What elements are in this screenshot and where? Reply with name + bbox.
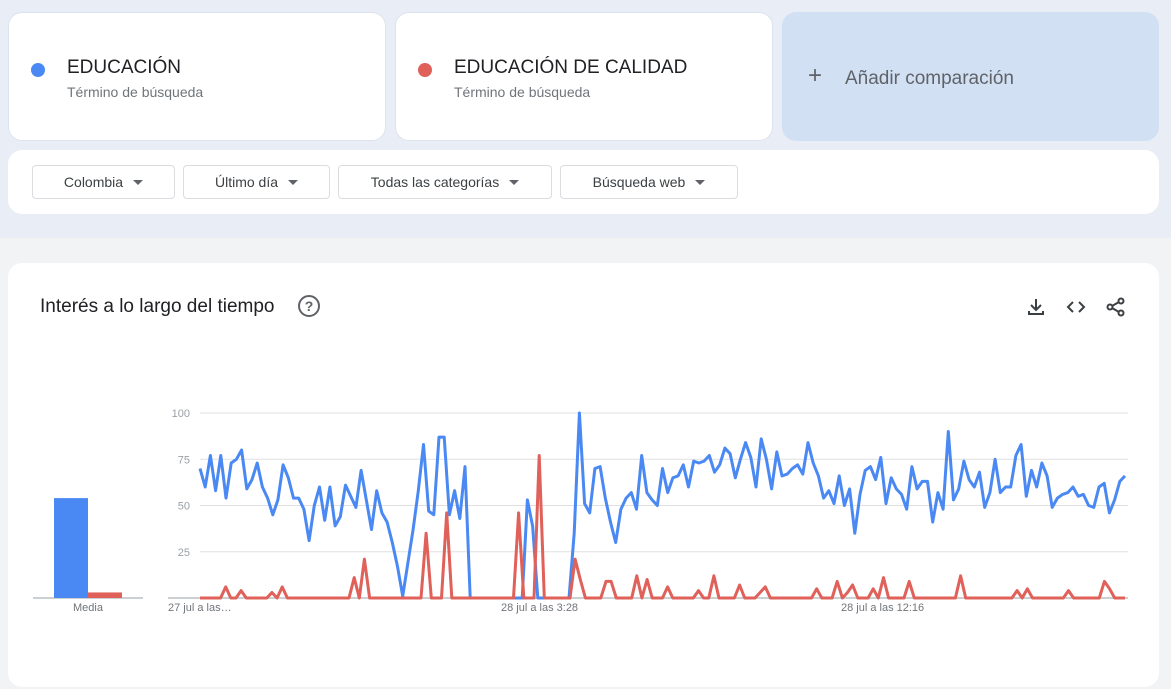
filter-time[interactable]: Último día <box>183 165 330 199</box>
filter-region[interactable]: Colombia <box>32 165 175 199</box>
series-line-1 <box>198 411 1127 600</box>
term-card-1[interactable]: EDUCACIÓN Término de búsqueda <box>8 12 386 141</box>
filter-bar: Colombia Último día Todas las categorías… <box>8 150 1159 214</box>
filter-label: Colombia <box>63 174 124 190</box>
caret-down-icon <box>288 179 299 185</box>
term-type: Término de búsqueda <box>67 84 204 100</box>
term-name: EDUCACIÓN DE CALIDAD <box>454 57 688 78</box>
average-bar-chart <box>33 498 143 599</box>
x-tick-label: 28 jul a las 12:16 <box>841 602 924 614</box>
embed-code-icon[interactable] <box>1065 296 1087 318</box>
average-bar <box>88 592 122 598</box>
y-tick-label: 75 <box>178 454 190 466</box>
y-tick-label: 25 <box>178 547 190 559</box>
term-type: Término de búsqueda <box>454 84 591 100</box>
bar-category-label: Media <box>73 602 104 614</box>
add-comparison-label: Añadir comparación <box>845 68 1014 89</box>
x-tick-label: 27 jul a las… <box>168 602 232 614</box>
y-tick-label: 100 <box>172 408 190 420</box>
y-tick-label: 50 <box>178 501 190 513</box>
filter-search-type[interactable]: Búsqueda web <box>560 165 738 199</box>
filter-label: Último día <box>214 174 279 190</box>
caret-down-icon <box>133 179 144 185</box>
caret-down-icon <box>695 179 706 185</box>
plus-icon: + <box>808 62 823 89</box>
download-icon[interactable] <box>1025 296 1047 318</box>
filter-label: Todas las categorías <box>370 174 500 190</box>
panel-title: Interés a lo largo del tiempo <box>40 296 275 317</box>
filter-label: Búsqueda web <box>592 174 686 190</box>
help-icon[interactable]: ? <box>298 295 320 317</box>
add-comparison-button[interactable]: + Añadir comparación <box>782 12 1159 141</box>
series-line-2 <box>200 454 1125 600</box>
term-card-2[interactable]: EDUCACIÓN DE CALIDAD Término de búsqueda <box>395 12 773 141</box>
x-tick-label: 28 jul a las 3:28 <box>501 602 578 614</box>
chart-lines <box>198 411 1127 600</box>
share-icon[interactable] <box>1105 296 1127 318</box>
filter-category[interactable]: Todas las categorías <box>338 165 552 199</box>
caret-down-icon <box>509 179 520 185</box>
average-bar <box>54 498 88 598</box>
series-color-dot <box>31 63 45 77</box>
term-name: EDUCACIÓN <box>67 57 182 78</box>
series-color-dot <box>418 63 432 77</box>
